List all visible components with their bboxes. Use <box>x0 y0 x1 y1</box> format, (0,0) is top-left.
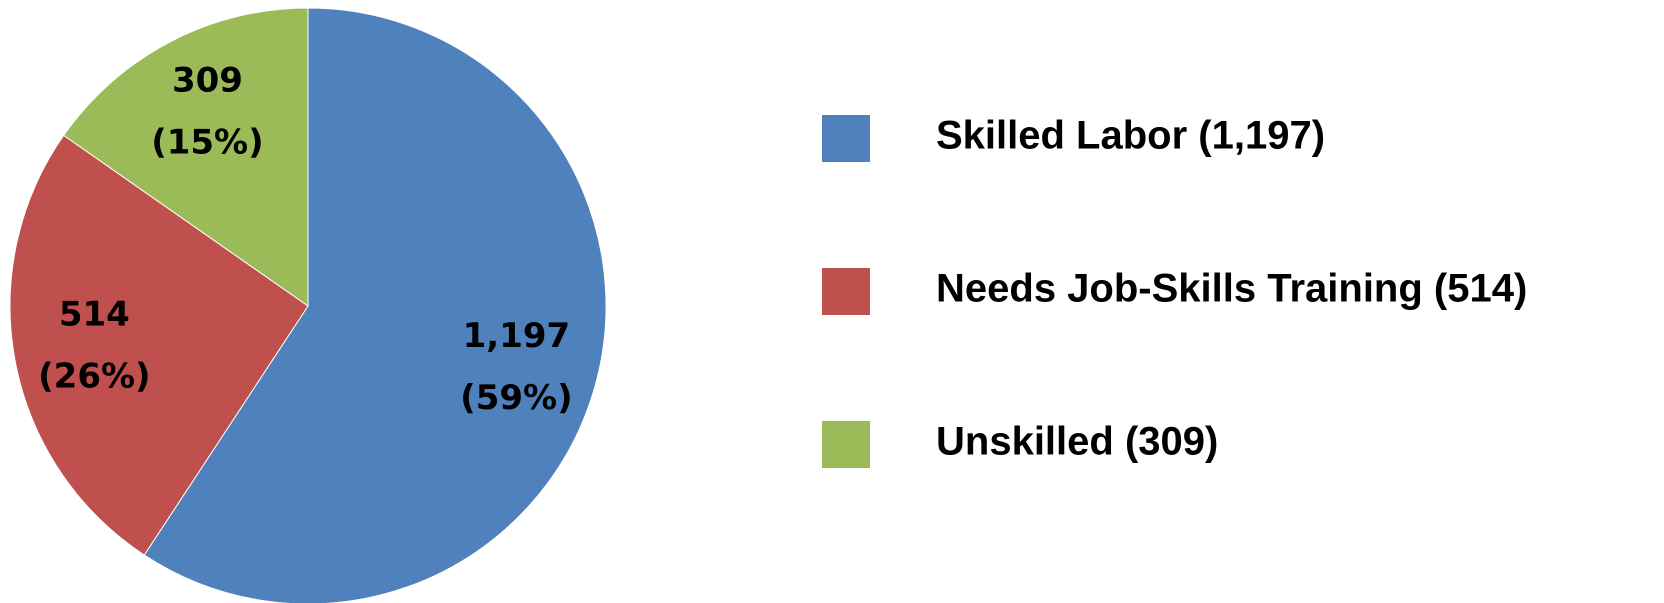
pie-slice <box>9 134 309 556</box>
data-label: 309 <box>172 61 243 101</box>
percent-label: (15%) <box>151 123 263 163</box>
legend-label: Unskilled (309) <box>936 420 1218 464</box>
data-label: 1,197 <box>463 316 571 356</box>
legend-swatch <box>822 115 870 162</box>
legend-swatch <box>822 421 870 468</box>
legend-label: Skilled Labor (1,197) <box>936 114 1325 158</box>
legend-label: Needs Job-Skills Training (514) <box>936 267 1527 311</box>
percent-label: (59%) <box>460 378 572 418</box>
percent-label: (26%) <box>38 357 150 397</box>
data-label: 514 <box>59 295 130 335</box>
pie-slice <box>143 7 607 603</box>
legend-swatch <box>822 268 870 315</box>
pie-slice <box>62 7 309 307</box>
